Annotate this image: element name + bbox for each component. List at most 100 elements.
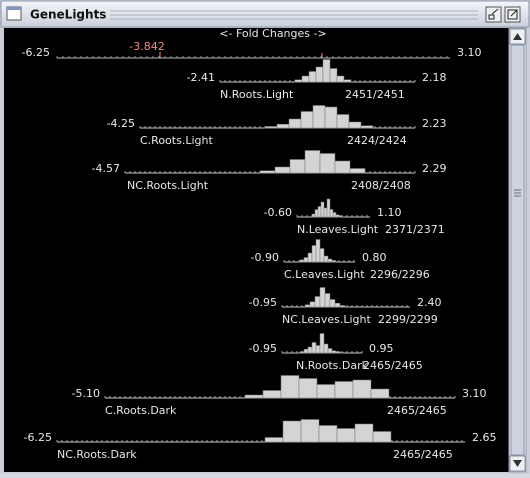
panel-count: 2465/2465 [387,404,447,417]
panel-max: 2.65 [472,431,497,444]
histogram-bar [335,214,340,218]
histogram-bar [320,201,325,218]
panel-max: 0.80 [362,251,387,264]
panel-min: -2.41 [187,71,215,84]
histogram-bar [332,212,337,218]
global-max: 3.10 [457,46,482,59]
histogram-bar [338,215,343,218]
histogram-bar [298,378,318,399]
histogram-bar [323,207,328,218]
histogram-bar [274,166,291,174]
panel-count: 2451/2451 [345,88,405,101]
histogram-bar [322,59,331,83]
panel-count: 2371/2371 [385,223,445,236]
histogram-bar [315,345,321,354]
histogram-bar [327,348,333,354]
histogram-bar [264,437,284,443]
histogram-bar [289,159,306,174]
histogram-bar [307,346,313,354]
panel-count: 2465/2465 [393,448,453,461]
histogram-bar [360,125,374,129]
panel-max: 1.10 [377,206,402,219]
histogram-bar [299,259,305,263]
panel-min: -0.95 [249,342,277,355]
histogram-bar [311,213,316,218]
histogram-bar [244,394,264,399]
maximize-button[interactable] [504,6,521,23]
panel-max: 3.10 [462,387,487,400]
histogram-bar [262,390,282,399]
panel-count: 2424/2424 [347,134,407,147]
histogram-bar [331,350,337,354]
panel-max: 0.95 [369,342,394,355]
panel-min: -0.60 [264,206,292,219]
panel-name: NC.Roots.Dark [57,448,137,461]
histogram-bar [319,153,336,174]
panel-name: NC.Roots.Light [127,179,209,192]
histogram-bar [323,343,329,354]
histogram-bar [311,342,317,354]
panel-max: 2.18 [422,71,447,84]
histogram-bar [288,118,302,129]
histogram-bar [324,293,331,308]
histogram-bar [314,209,319,218]
panel-max: 2.29 [422,162,447,175]
panel-max: 2.40 [417,296,442,309]
histogram-bar [304,304,311,308]
panel-name: N.Roots.Dark [296,359,369,372]
histogram-bar [318,425,338,443]
iconify-button[interactable] [485,6,502,23]
panel-name: C.Roots.Light [140,134,213,147]
histogram-bar [329,68,338,83]
window-title: GeneLights [30,8,106,22]
histogram-bar [329,299,336,308]
panel-min: -4.57 [92,162,120,175]
histogram-bar [276,124,290,129]
histogram-bar [370,388,390,399]
histogram-bar [339,305,346,308]
histogram-bar [259,170,276,174]
axis-caption: <- Fold Changes -> [219,27,326,40]
app-icon-bar [7,7,21,10]
histogram-bar [314,296,321,308]
scrollbar[interactable] [508,27,527,473]
panel-max: 2.23 [422,117,447,130]
histogram-bar [348,121,362,129]
histogram-bar [329,209,334,218]
panel-name: N.Roots.Light [220,88,294,101]
histogram-bar [335,351,341,354]
histogram-bar [315,66,324,83]
histogram-bar [354,423,374,443]
panel-min: -0.90 [251,251,279,264]
panel-name: NC.Leaves.Light [282,313,371,326]
panel-count: 2465/2465 [363,359,423,372]
histogram-bar [323,255,329,263]
histogram-bar [339,352,345,354]
cursor-value: -3.842 [129,40,164,53]
histogram-bar [326,198,331,218]
histogram-bar [336,428,356,443]
histogram-bar [331,260,337,263]
histogram-bar [349,168,366,174]
histogram-bar [282,420,302,443]
histogram-bar [334,381,354,399]
histogram-bar [319,287,326,308]
histogram-bar [311,245,317,263]
histogram-bar [336,75,345,83]
histogram-bar [372,431,392,443]
histogram-bar [324,106,338,129]
histogram-bar [300,419,320,443]
histogram-bar [334,160,351,174]
histogram-bar [334,303,341,308]
histogram-bar [280,375,300,399]
panel-count: 2299/2299 [378,313,438,326]
histogram-bar [343,79,352,83]
global-min: -6.25 [22,46,50,59]
histogram-bar [336,114,350,129]
panel-min: -6.25 [24,431,52,444]
panel-name: N.Leaves.Light [297,223,379,236]
histogram-bar [299,351,305,354]
histogram-bar [300,111,314,129]
histogram-bar [319,333,325,354]
